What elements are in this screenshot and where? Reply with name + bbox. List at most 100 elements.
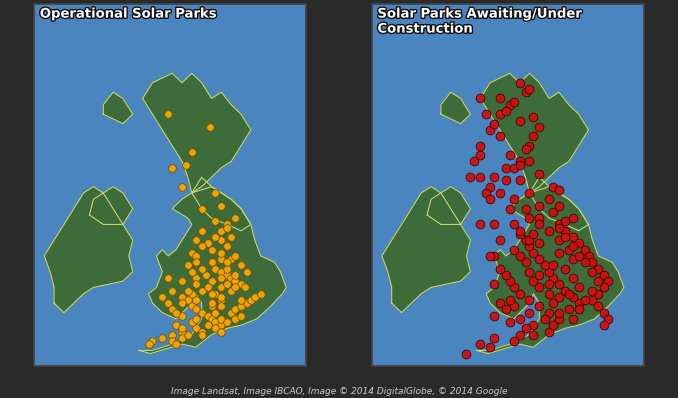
Point (191, 306, 201, 313)
Point (534, 272, 544, 278)
Point (559, 218, 570, 224)
Point (182, 262, 193, 269)
Point (500, 108, 511, 114)
Point (196, 265, 207, 272)
Point (191, 253, 201, 259)
Point (176, 183, 187, 190)
Point (489, 221, 500, 228)
Point (176, 278, 187, 284)
Point (226, 287, 237, 294)
Point (508, 284, 519, 291)
Point (186, 250, 197, 256)
Point (494, 237, 505, 243)
Point (520, 205, 531, 212)
Point (191, 281, 201, 287)
Point (186, 319, 197, 325)
Point (245, 297, 256, 303)
Point (599, 309, 610, 316)
Point (528, 231, 539, 237)
Point (528, 332, 539, 338)
Point (534, 240, 544, 246)
Point (461, 350, 472, 357)
Point (553, 187, 564, 193)
Point (180, 162, 191, 168)
Point (553, 221, 564, 228)
Point (210, 218, 221, 224)
Point (514, 231, 525, 237)
Point (514, 177, 525, 183)
Point (210, 234, 221, 240)
Point (524, 269, 535, 275)
Point (563, 246, 574, 253)
Point (574, 300, 584, 306)
Point (481, 190, 492, 196)
Point (548, 262, 559, 269)
Point (544, 309, 555, 316)
Point (206, 303, 217, 310)
Point (544, 328, 555, 335)
Point (163, 275, 174, 281)
Point (475, 152, 485, 158)
Point (186, 269, 197, 275)
Point (553, 202, 564, 209)
Point (226, 256, 237, 262)
Point (216, 269, 226, 275)
Point (202, 284, 213, 291)
Point (494, 300, 505, 306)
Point (508, 246, 519, 253)
Point (222, 224, 233, 231)
Point (553, 250, 564, 256)
Point (504, 297, 515, 303)
Point (216, 297, 226, 303)
Point (230, 272, 241, 278)
Point (171, 309, 182, 316)
Point (567, 294, 578, 300)
Point (514, 332, 525, 338)
Point (514, 316, 525, 322)
Point (216, 316, 226, 322)
Point (534, 124, 544, 130)
Point (222, 272, 233, 278)
Point (587, 287, 598, 294)
Point (216, 294, 226, 300)
Point (176, 328, 187, 335)
Point (567, 256, 578, 262)
Polygon shape (139, 177, 286, 353)
Point (216, 256, 226, 262)
Point (485, 344, 496, 351)
Point (241, 269, 252, 275)
Point (528, 133, 539, 139)
Point (167, 338, 178, 344)
Point (514, 117, 525, 124)
Point (176, 325, 187, 332)
Point (163, 300, 174, 306)
Point (587, 297, 598, 303)
Point (230, 306, 241, 313)
Point (202, 240, 213, 246)
Point (494, 190, 505, 196)
Point (222, 259, 233, 265)
Point (544, 196, 555, 203)
Point (494, 133, 505, 139)
Point (508, 164, 519, 171)
Point (206, 259, 217, 265)
Point (171, 341, 182, 347)
Point (196, 228, 207, 234)
Point (587, 259, 598, 265)
Point (485, 127, 496, 133)
Point (210, 319, 221, 325)
Point (559, 228, 570, 234)
Point (230, 253, 241, 259)
Point (514, 291, 525, 297)
Point (206, 291, 217, 297)
Point (143, 341, 154, 347)
Point (236, 262, 247, 269)
Point (548, 300, 559, 306)
Point (599, 322, 610, 328)
Point (508, 338, 519, 344)
Point (534, 303, 544, 310)
Point (489, 253, 500, 259)
Point (182, 287, 193, 294)
Point (534, 256, 544, 262)
Point (256, 291, 266, 297)
